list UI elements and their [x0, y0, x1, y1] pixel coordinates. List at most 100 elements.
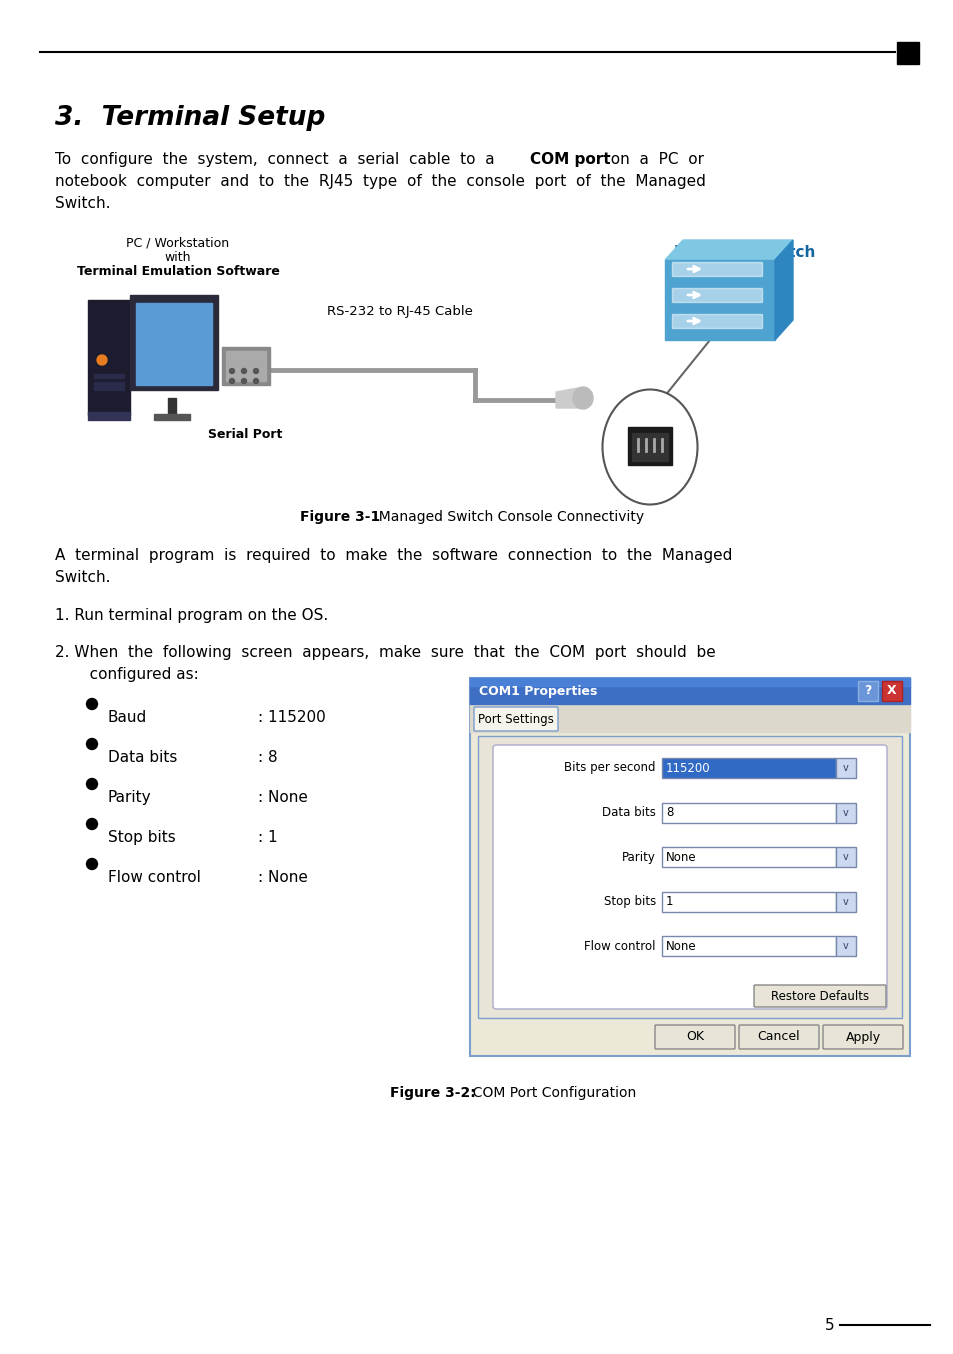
Circle shape — [87, 858, 97, 869]
Bar — [661, 892, 835, 911]
Bar — [835, 892, 855, 911]
FancyBboxPatch shape — [493, 745, 886, 1009]
Text: ?: ? — [863, 685, 871, 697]
Text: Switch.: Switch. — [55, 196, 111, 211]
FancyBboxPatch shape — [739, 1025, 818, 1049]
Circle shape — [253, 368, 258, 374]
Text: Stop bits: Stop bits — [108, 830, 175, 845]
Bar — [470, 678, 909, 686]
Text: Switch.: Switch. — [55, 570, 111, 585]
Text: : None: : None — [257, 871, 308, 886]
Bar — [130, 295, 218, 390]
Text: Managed Switch: Managed Switch — [674, 245, 815, 260]
Text: v: v — [842, 852, 848, 862]
Text: Apply: Apply — [844, 1030, 880, 1044]
FancyBboxPatch shape — [474, 707, 558, 731]
Text: Parity: Parity — [621, 850, 656, 864]
Text: Console Port: Console Port — [621, 432, 687, 441]
Circle shape — [87, 819, 97, 830]
Bar — [470, 678, 909, 1056]
Bar — [835, 803, 855, 823]
Bar — [835, 937, 855, 956]
Text: Cancel: Cancel — [757, 1030, 800, 1044]
Text: OK: OK — [685, 1030, 703, 1044]
Text: Serial Port: Serial Port — [208, 428, 282, 441]
Bar — [477, 737, 901, 1018]
Bar — [671, 263, 761, 276]
Ellipse shape — [573, 387, 593, 409]
Polygon shape — [774, 240, 792, 340]
Text: 1. Run terminal program on the OS.: 1. Run terminal program on the OS. — [55, 608, 328, 623]
Text: v: v — [842, 764, 848, 773]
Bar — [94, 382, 124, 390]
Text: Data bits: Data bits — [108, 750, 177, 765]
Text: 5: 5 — [824, 1317, 834, 1332]
Text: : 1: : 1 — [257, 830, 277, 845]
Text: COM1 Properties: COM1 Properties — [478, 685, 597, 697]
Text: COM Port Configuration: COM Port Configuration — [463, 1086, 636, 1099]
Text: notebook  computer  and  to  the  RJ45  type  of  the  console  port  of  the  M: notebook computer and to the RJ45 type o… — [55, 175, 705, 190]
Text: None: None — [665, 940, 696, 953]
Text: Figure 3-2:: Figure 3-2: — [390, 1086, 476, 1099]
Bar — [661, 803, 835, 823]
Circle shape — [230, 379, 234, 383]
Text: PC / Workstation: PC / Workstation — [127, 237, 230, 250]
Text: Bits per second: Bits per second — [564, 761, 656, 774]
Bar — [835, 848, 855, 867]
Text: v: v — [842, 807, 848, 818]
Bar — [671, 314, 761, 328]
Text: COM port: COM port — [530, 152, 610, 167]
Bar — [136, 303, 212, 385]
Bar — [222, 347, 270, 385]
Text: : 8: : 8 — [257, 750, 277, 765]
FancyBboxPatch shape — [822, 1025, 902, 1049]
Bar — [661, 758, 835, 779]
Bar — [470, 678, 909, 704]
Bar — [896, 42, 918, 64]
Text: Port Settings: Port Settings — [477, 712, 554, 726]
Bar — [168, 398, 175, 416]
Polygon shape — [664, 240, 792, 260]
Bar — [88, 301, 130, 414]
Bar — [671, 288, 761, 302]
Circle shape — [241, 379, 246, 383]
Text: RJ-45: RJ-45 — [641, 420, 668, 431]
Text: v: v — [842, 941, 848, 952]
Text: None: None — [665, 850, 696, 864]
Ellipse shape — [602, 390, 697, 505]
Text: Managed Switch Console Connectivity: Managed Switch Console Connectivity — [370, 510, 643, 524]
Bar — [631, 433, 667, 460]
Text: v: v — [842, 896, 848, 907]
Text: RS-232 to RJ-45 Cable: RS-232 to RJ-45 Cable — [327, 305, 473, 318]
Text: To  configure  the  system,  connect  a  serial  cable  to  a: To configure the system, connect a seria… — [55, 152, 504, 167]
Text: with: with — [165, 250, 191, 264]
Text: Figure 3-1: Figure 3-1 — [299, 510, 380, 524]
Circle shape — [230, 368, 234, 374]
Bar — [882, 681, 901, 701]
Text: : 115200: : 115200 — [257, 709, 325, 724]
Circle shape — [97, 355, 107, 366]
Circle shape — [87, 779, 97, 789]
Circle shape — [241, 368, 246, 374]
Circle shape — [87, 738, 97, 750]
Circle shape — [253, 379, 258, 383]
Text: Restore Defaults: Restore Defaults — [770, 990, 868, 1002]
Text: : None: : None — [257, 789, 308, 806]
FancyBboxPatch shape — [753, 984, 885, 1007]
Text: Stop bits: Stop bits — [603, 895, 656, 909]
Text: Baud: Baud — [108, 709, 147, 724]
Text: Flow control: Flow control — [584, 940, 656, 953]
Text: Flow control: Flow control — [108, 871, 201, 886]
Polygon shape — [664, 260, 774, 340]
Text: Data bits: Data bits — [601, 806, 656, 819]
Bar — [94, 374, 124, 378]
Text: 115200: 115200 — [665, 761, 710, 774]
Text: Parity: Parity — [108, 789, 152, 806]
Text: 2. When  the  following  screen  appears,  make  sure  that  the  COM  port  sho: 2. When the following screen appears, ma… — [55, 645, 715, 659]
Text: 8: 8 — [665, 806, 673, 819]
Text: 1: 1 — [665, 895, 673, 909]
FancyBboxPatch shape — [655, 1025, 734, 1049]
Polygon shape — [556, 389, 581, 408]
Text: A  terminal  program  is  required  to  make  the  software  connection  to  the: A terminal program is required to make t… — [55, 548, 732, 563]
Bar — [835, 758, 855, 779]
